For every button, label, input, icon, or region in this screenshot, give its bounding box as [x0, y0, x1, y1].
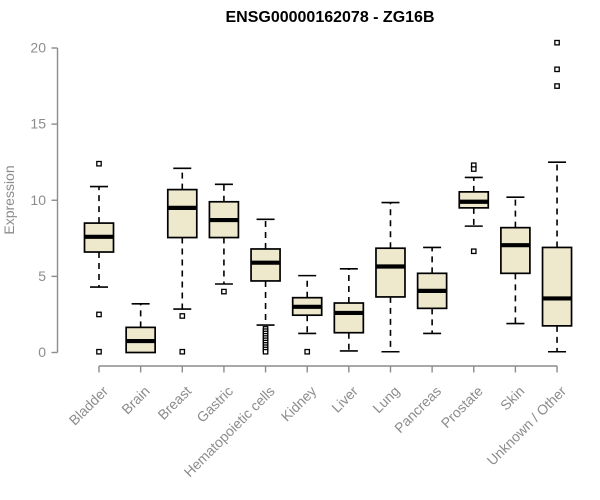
chart-title: ENSG00000162078 - ZG16B: [225, 9, 434, 26]
outlier-point: [470, 166, 477, 172]
outlier-point: [470, 248, 477, 255]
x-category-label: Bladder: [66, 383, 112, 429]
boxplot-brain: [125, 302, 156, 354]
y-tick-label: 0: [38, 344, 46, 360]
x-category-label: Lung: [369, 383, 402, 416]
outlier-point: [179, 313, 186, 319]
boxplot-pancreas: [416, 246, 448, 335]
x-category-label: Brain: [118, 383, 152, 417]
outlier-point: [221, 288, 227, 295]
outlier-point: [554, 39, 560, 46]
y-tick-label: 20: [30, 40, 46, 56]
boxplots: [83, 39, 573, 355]
box: [541, 246, 573, 327]
x-category-label: Skin: [497, 383, 528, 414]
boxplot-lung: [375, 201, 406, 353]
outlier-point: [96, 160, 102, 167]
outlier-point: [304, 348, 311, 355]
boxplot-gastric: [208, 183, 240, 295]
y-tick-label: 15: [30, 116, 46, 132]
boxplot-prostate: [458, 162, 490, 255]
outlier-point: [179, 348, 186, 355]
outlier-point: [96, 348, 102, 355]
box: [375, 247, 406, 298]
y-tick-label: 10: [30, 192, 46, 208]
outlier-point: [554, 83, 560, 89]
x-category-label: Breast: [154, 383, 194, 423]
boxplot-unknown-other: [541, 39, 573, 353]
x-category-label: Liver: [328, 383, 361, 416]
outlier-point: [96, 311, 102, 318]
outlier-point: [554, 66, 560, 73]
boxplot-kidney: [291, 274, 323, 355]
y-axis: 0 5 10 15 20: [30, 40, 59, 360]
x-category-label: Unknown / Other: [484, 383, 570, 469]
y-axis-label: Expression: [1, 165, 17, 234]
box: [500, 226, 531, 275]
boxplot-liver: [333, 267, 365, 352]
boxplot-hematopoietic-cells: [250, 218, 281, 355]
x-category-label: Prostate: [438, 383, 486, 431]
x-category-label: Kidney: [278, 383, 320, 425]
y-tick-label: 5: [38, 268, 46, 284]
box: [250, 248, 281, 282]
boxplot-skin: [500, 196, 531, 325]
outlier-point: [262, 348, 269, 355]
boxplot-bladder: [83, 160, 115, 355]
box: [166, 188, 198, 239]
boxplot-breast: [166, 167, 198, 355]
box: [333, 302, 365, 334]
